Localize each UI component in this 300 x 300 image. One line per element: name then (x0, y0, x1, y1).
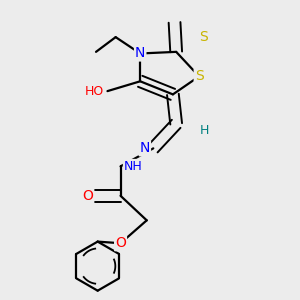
Text: S: S (200, 30, 208, 44)
Text: O: O (82, 189, 93, 203)
Text: HO: HO (85, 85, 104, 98)
Text: N: N (140, 141, 150, 155)
Text: S: S (195, 69, 203, 83)
Text: N: N (135, 46, 146, 61)
Text: O: O (115, 236, 126, 250)
Text: NH: NH (124, 160, 142, 173)
Text: H: H (199, 124, 209, 137)
